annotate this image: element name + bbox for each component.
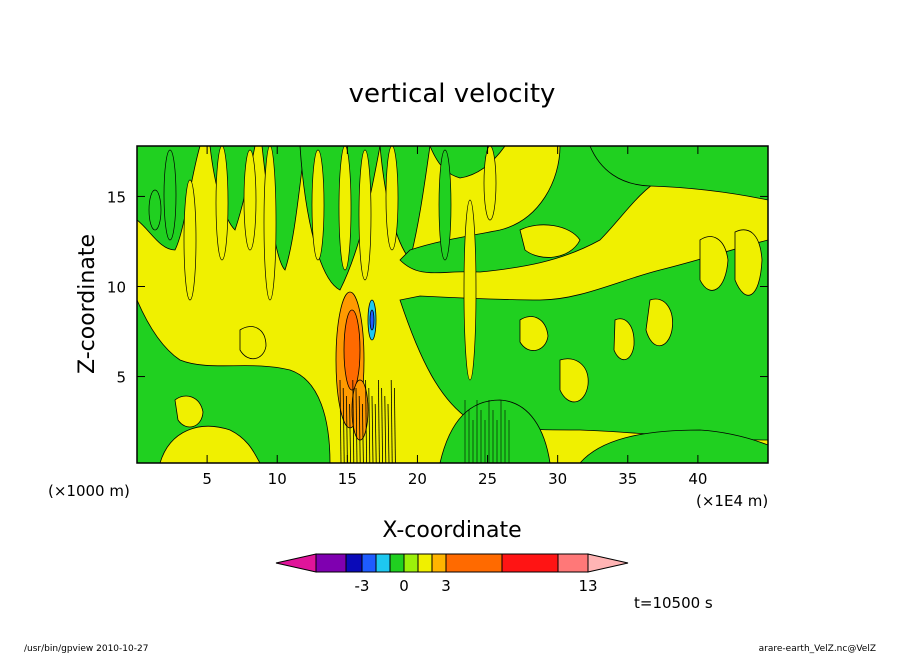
contour-line: [381, 387, 383, 463]
field-region: [559, 358, 589, 403]
colorbar-segment: [361, 553, 377, 573]
field-streak: [358, 149, 372, 281]
field-region: [159, 426, 261, 463]
y-tick-label: 10: [107, 278, 126, 296]
colorbar-segment: [587, 553, 629, 573]
field-region: [579, 429, 768, 463]
field-streak: [438, 149, 452, 261]
field-streak: [263, 146, 277, 301]
x-axis: 5 10 15 20 25 30 35 40: [202, 146, 707, 488]
chart-title: vertical velocity: [349, 79, 556, 109]
y-tick-label: 5: [116, 369, 126, 387]
field-streak: [338, 146, 352, 271]
colorbar-segment: [417, 553, 433, 573]
field-streak: [215, 146, 229, 261]
colorbar-segment: [375, 553, 391, 573]
x-tick-label: 25: [478, 470, 497, 488]
colorbar-label: 0: [399, 577, 409, 595]
x-tick-label: 5: [202, 470, 212, 488]
contour-line: [368, 387, 371, 463]
field-streak: [243, 149, 257, 251]
colorbar-segment: [403, 553, 419, 573]
contour-line: [371, 395, 374, 463]
contour-line: [362, 403, 364, 463]
contour-line: [387, 403, 390, 463]
x-unit-label: (×1E4 m): [696, 492, 768, 510]
contour-line: [358, 395, 361, 463]
convective-core: [343, 309, 361, 391]
y-axis: 5 10 15: [107, 188, 768, 387]
contour-line: [342, 387, 345, 463]
contour-line: [346, 395, 348, 463]
colorbar-segment: [315, 553, 347, 573]
contour-line: [355, 387, 358, 463]
field-region: [613, 318, 635, 360]
x-tick-label: 40: [688, 470, 707, 488]
contour-line: [365, 379, 367, 463]
x-tick-label: 35: [618, 470, 637, 488]
field-streak: [483, 146, 497, 221]
colorbar-segment: [445, 553, 503, 573]
colorbar: -3 0 3 13: [275, 553, 629, 595]
x-axis-title: X-coordinate: [382, 518, 521, 543]
y-unit-label: (×1000 m): [48, 482, 130, 500]
contour-line: [390, 379, 393, 463]
field-region: [699, 236, 729, 291]
field-streak: [385, 146, 399, 251]
field-region: [239, 326, 267, 359]
x-tick-label: 30: [548, 470, 567, 488]
colorbar-label: 13: [578, 577, 597, 595]
contour-line: [374, 403, 377, 463]
field-region: [589, 146, 768, 201]
colorbar-segment: [275, 553, 317, 573]
colorbar-segment: [345, 553, 363, 573]
field-region: [645, 298, 673, 347]
contour-line: [378, 379, 380, 463]
colorbar-label: -3: [355, 577, 370, 595]
field-streak: [311, 149, 325, 261]
field-region: [519, 316, 549, 351]
x-tick-label: 10: [268, 470, 287, 488]
contour-line: [352, 379, 355, 463]
field-region: [734, 229, 763, 296]
contour-line: [384, 395, 387, 463]
colorbar-segment: [389, 553, 405, 573]
field-streak: [463, 199, 477, 381]
field-region: [519, 224, 581, 258]
y-axis-title: Z-coordinate: [75, 234, 100, 374]
colorbar-segment: [501, 553, 559, 573]
footer-right: arare-earth_VelZ.nc@VelZ: [759, 644, 876, 654]
contour-line: [394, 387, 396, 463]
field-streak: [183, 179, 197, 301]
y-tick-label: 15: [107, 188, 126, 206]
footer-left: /usr/bin/gpview 2010-10-27: [24, 644, 148, 654]
field-region: [439, 399, 551, 463]
plot-area: [137, 146, 768, 463]
field-streak: [163, 149, 177, 241]
contour-line: [339, 379, 342, 463]
velocity-field: [137, 146, 768, 463]
plot-frame: [136, 145, 769, 464]
field-streak: [148, 189, 162, 231]
x-tick-label: 15: [338, 470, 357, 488]
field-region: [174, 395, 204, 428]
colorbar-segment: [557, 553, 589, 573]
time-annotation: t=10500 s: [634, 594, 713, 612]
convective-core: [369, 309, 375, 331]
colorbar-label: 3: [441, 577, 451, 595]
colorbar-segment: [431, 553, 447, 573]
x-tick-label: 20: [408, 470, 427, 488]
contour-line: [349, 403, 351, 463]
